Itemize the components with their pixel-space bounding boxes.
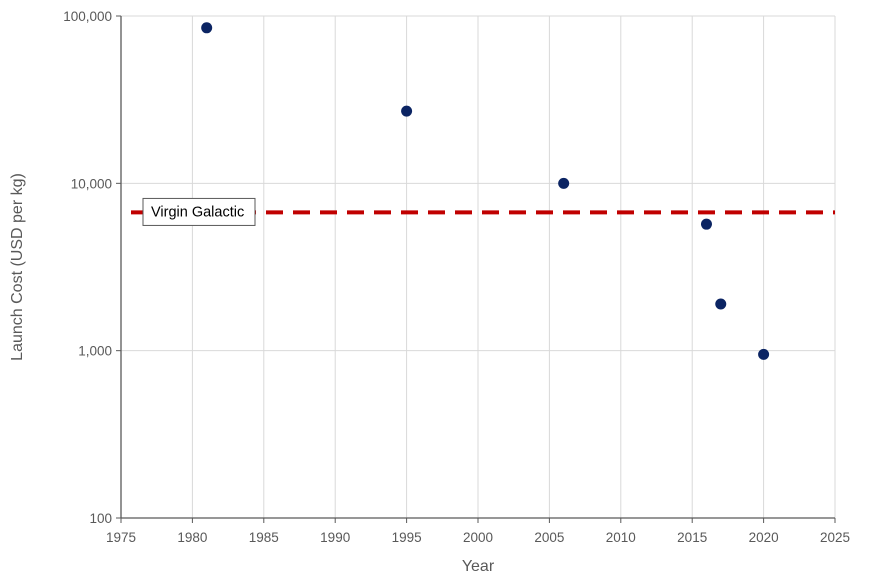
- x-axis-title: Year: [462, 558, 495, 575]
- reference-line-label: Virgin Galactic: [151, 204, 244, 220]
- y-axis-title: Launch Cost (USD per kg): [9, 173, 26, 361]
- y-tick-label: 100: [89, 511, 112, 526]
- x-tick-label: 2010: [606, 530, 636, 545]
- data-point: [558, 177, 570, 189]
- x-tick-label: 1995: [392, 530, 422, 545]
- x-tick-label: 1985: [249, 530, 279, 545]
- x-tick-label: 2000: [463, 530, 493, 545]
- x-tick-label: 1980: [177, 530, 207, 545]
- x-tick-label: 2025: [820, 530, 850, 545]
- data-point: [201, 22, 213, 34]
- tick-labels: 1975 1980 1985 1990 1995 2000 2005 2010 2015 2020…: [63, 9, 850, 545]
- data-point: [715, 298, 727, 310]
- data-points: [201, 22, 770, 360]
- x-tick-label: 1975: [106, 530, 136, 545]
- y-tick-label: 100,000: [63, 9, 112, 24]
- reference-line-label-box: [142, 197, 256, 226]
- x-tick-label: 2015: [677, 530, 707, 545]
- x-tick-label: 1990: [320, 530, 350, 545]
- x-tick-label: 2005: [534, 530, 564, 545]
- y-tick-label: 10,000: [71, 176, 112, 191]
- data-point: [700, 218, 712, 230]
- grid-lines: [121, 15, 836, 518]
- data-point: [758, 348, 770, 360]
- data-point: [401, 105, 413, 117]
- axes: [116, 15, 836, 523]
- y-tick-label: 1,000: [78, 344, 112, 359]
- x-tick-label: 2020: [749, 530, 779, 545]
- annotation-group: Virgin Galactic: [142, 197, 256, 226]
